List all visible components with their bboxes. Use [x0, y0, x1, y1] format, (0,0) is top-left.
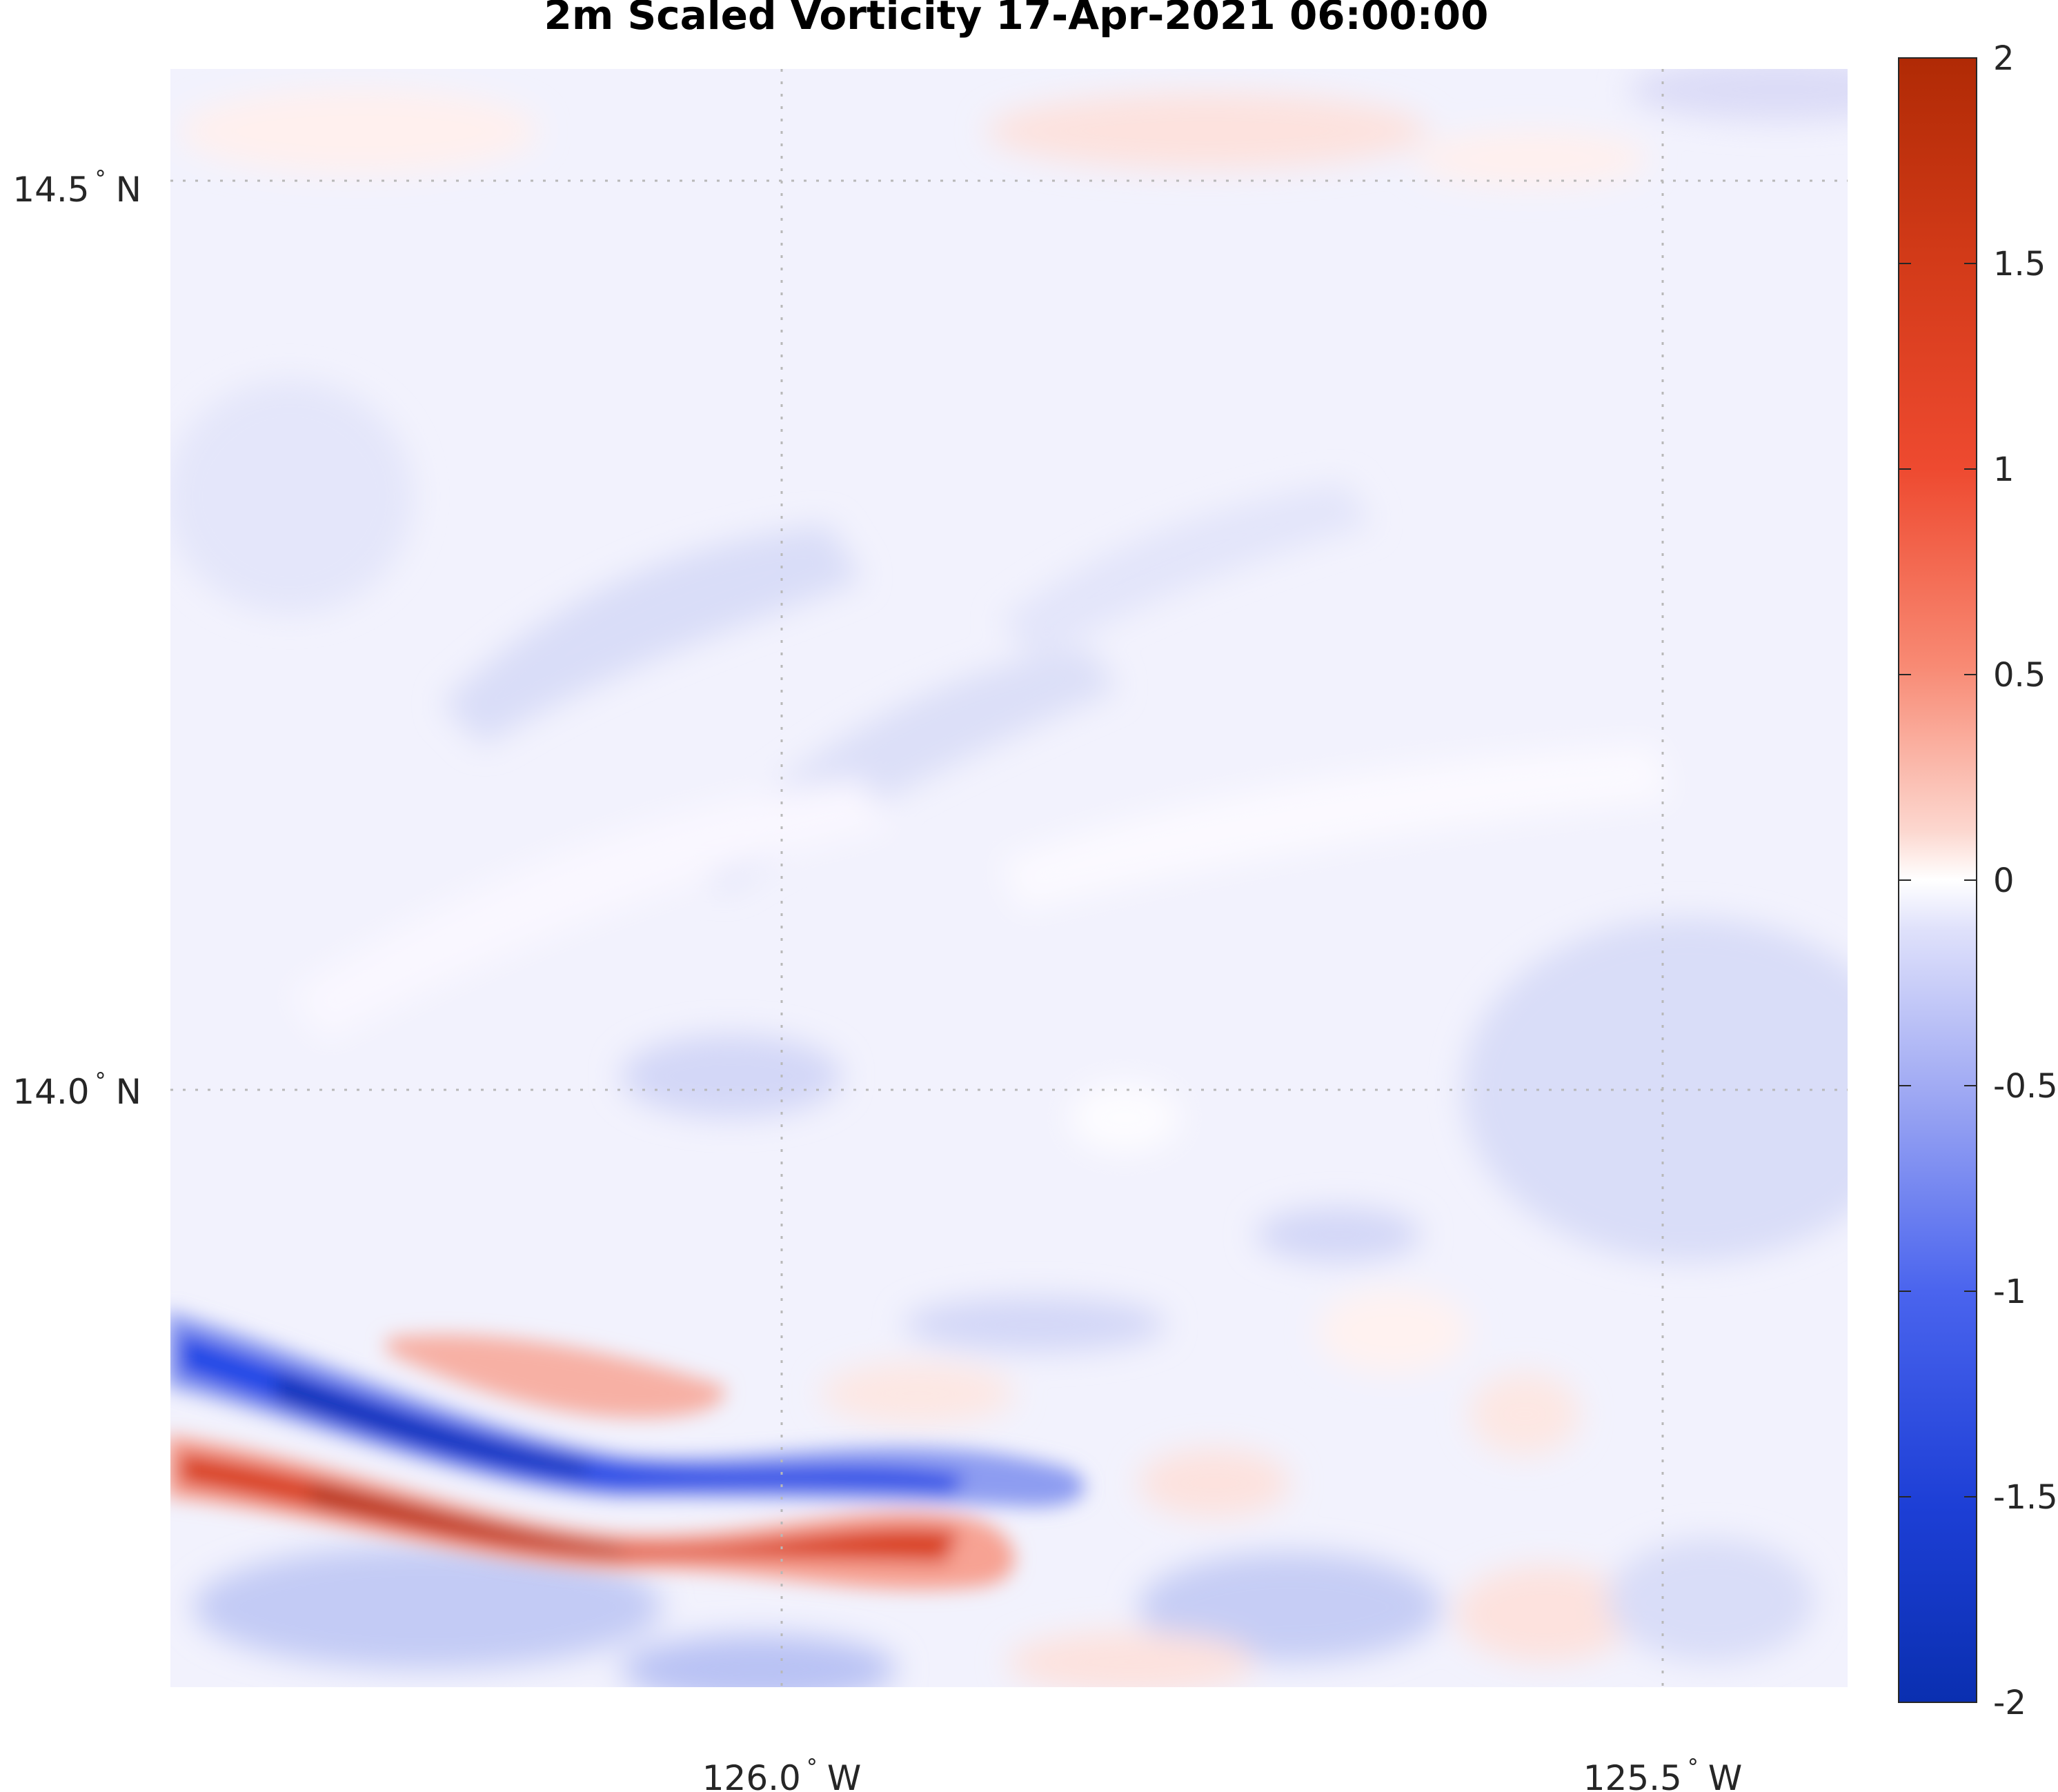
- x-tick-label: 125.5 ° W: [1583, 1754, 1743, 1792]
- field-patch: [1414, 131, 1649, 186]
- colorbar-tick-label: -2: [1993, 1684, 2026, 1722]
- field-patch: [1256, 1207, 1421, 1262]
- field-patch: [621, 1635, 897, 1687]
- colorbar-tick-label: 0: [1993, 862, 2015, 900]
- field-patch: [1069, 1083, 1180, 1152]
- y-tick-label: 14.0 ° N: [12, 1068, 141, 1112]
- field-patch: [621, 1035, 842, 1117]
- field-patch: [1000, 745, 1670, 910]
- blue-band-peak: [276, 1373, 586, 1476]
- field-patch: [987, 93, 1428, 169]
- upper-red-lobe: [386, 1334, 726, 1418]
- colorbar-tick-label: -1.5: [1993, 1478, 2058, 1517]
- plot-area: [170, 69, 1848, 1687]
- colorbar: 2 1.5 1 0.5 0 -0.5 -1 -1.5 -2: [1898, 39, 2058, 1722]
- field-patch: [179, 90, 538, 172]
- field-patch: [904, 1297, 1166, 1352]
- field-patch: [1007, 1631, 1256, 1687]
- field-patch: [1138, 1552, 1442, 1662]
- colorbar-tick-label: -0.5: [1993, 1067, 2058, 1106]
- colorbar-ticks: 2 1.5 1 0.5 0 -0.5 -1 -1.5 -2: [1899, 39, 2058, 1722]
- blue-band-halo: [170, 1312, 1085, 1507]
- colorbar-tick-label: -1: [1993, 1273, 2026, 1311]
- vortex-bands: [170, 1312, 1085, 1590]
- field-patch: [821, 1362, 1014, 1424]
- colorbar-tick-label: 0.5: [1993, 656, 2046, 695]
- colorbar-tick-label: 2: [1993, 39, 2015, 78]
- field-patch: [1000, 483, 1373, 662]
- field-patch: [1607, 1538, 1814, 1662]
- vorticity-field: [170, 69, 1848, 1687]
- y-axis-ticks: 14.5 ° N 14.0 ° N: [12, 166, 141, 1112]
- field-patch: [1318, 1290, 1470, 1373]
- grid: [170, 69, 1848, 1687]
- colorbar-tick-label: 1.5: [1993, 245, 2046, 283]
- field-patch: [193, 1545, 662, 1669]
- field-patch: [442, 524, 862, 745]
- x-axis-ticks: 126.0 ° W 125.5 ° W: [702, 1754, 1743, 1792]
- field-patch: [1470, 1373, 1580, 1455]
- field-patch: [1463, 917, 1848, 1262]
- y-tick-label: 14.5 ° N: [12, 166, 141, 210]
- field-patch: [1138, 1448, 1290, 1517]
- field-patch: [1628, 69, 1848, 121]
- field-patch: [1456, 1566, 1635, 1662]
- colorbar-tick-label: 1: [1993, 450, 2015, 489]
- x-tick-label: 126.0 ° W: [702, 1754, 862, 1792]
- field-patch: [170, 379, 414, 614]
- field-patch: [290, 779, 890, 1042]
- red-band-peak: [310, 1483, 621, 1555]
- chart-title: 2m Scaled Vorticity 17-Apr-2021 06:00:00: [544, 0, 1489, 39]
